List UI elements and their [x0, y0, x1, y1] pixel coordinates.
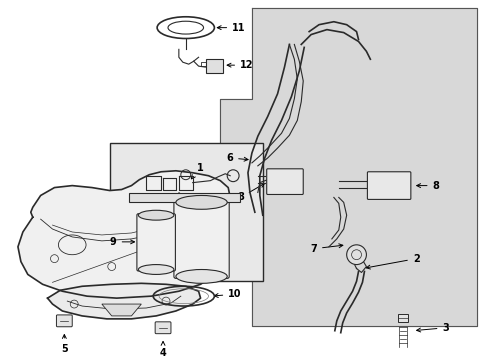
Polygon shape — [47, 283, 200, 319]
Text: 8: 8 — [416, 181, 439, 190]
Text: 4: 4 — [160, 342, 166, 359]
Polygon shape — [129, 193, 240, 202]
Polygon shape — [18, 171, 230, 298]
FancyBboxPatch shape — [205, 59, 223, 73]
Text: 1: 1 — [191, 163, 203, 179]
Polygon shape — [102, 304, 141, 316]
Circle shape — [346, 245, 366, 265]
Bar — [109, 143, 262, 282]
Ellipse shape — [176, 270, 227, 283]
FancyBboxPatch shape — [397, 314, 407, 322]
FancyBboxPatch shape — [137, 214, 175, 271]
Polygon shape — [220, 8, 476, 326]
FancyBboxPatch shape — [155, 322, 171, 334]
FancyBboxPatch shape — [174, 201, 229, 278]
FancyBboxPatch shape — [266, 169, 303, 194]
Text: 8: 8 — [237, 184, 264, 202]
Text: 11: 11 — [217, 23, 245, 33]
Text: 9: 9 — [110, 237, 134, 247]
Text: 12: 12 — [226, 60, 253, 70]
Text: 5: 5 — [61, 334, 67, 354]
FancyBboxPatch shape — [56, 315, 72, 327]
FancyBboxPatch shape — [366, 172, 410, 199]
Text: 2: 2 — [366, 254, 419, 269]
Text: 6: 6 — [226, 153, 247, 163]
Text: 7: 7 — [310, 244, 342, 254]
Ellipse shape — [138, 265, 174, 274]
Ellipse shape — [138, 210, 174, 220]
Ellipse shape — [176, 195, 227, 209]
Text: 10: 10 — [214, 289, 241, 299]
Text: 3: 3 — [416, 323, 448, 333]
